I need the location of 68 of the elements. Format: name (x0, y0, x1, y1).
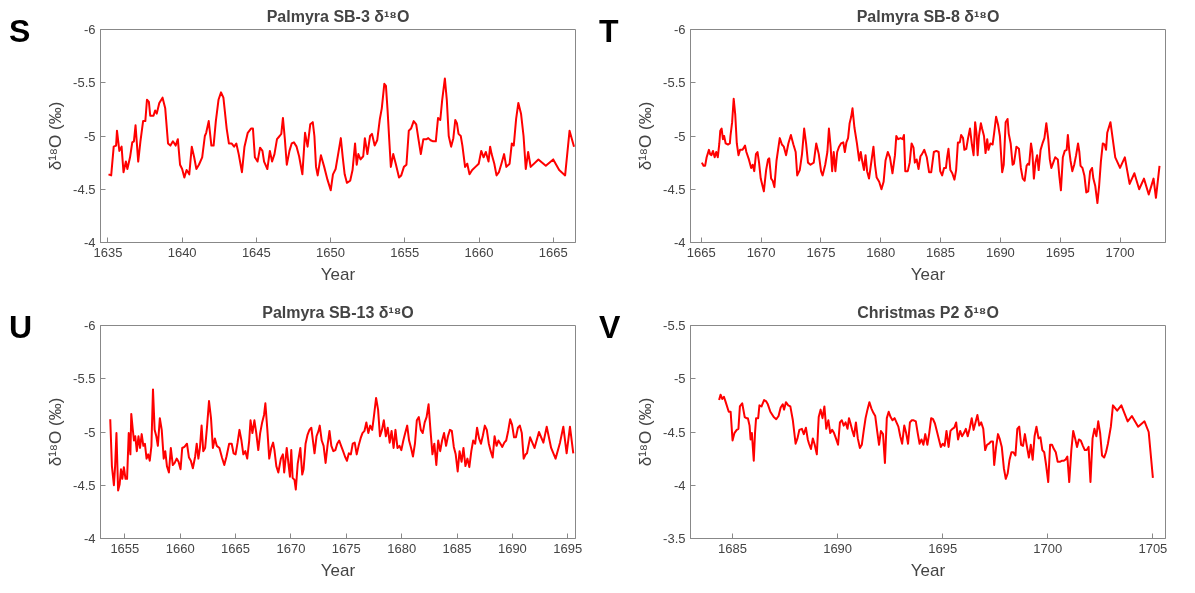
x-tick-label: 1685 (442, 540, 472, 556)
x-tick-label: 1690 (823, 540, 853, 556)
x-axis-title: Year (910, 264, 946, 284)
line-series (700, 97, 1161, 205)
x-tick-label: 1685 (718, 540, 747, 556)
y-tick-label: -5.5 (73, 371, 96, 387)
y-tick-label: -5 (83, 128, 96, 144)
x-tick-label: 1665 (686, 244, 716, 260)
x-axis-title: Year (320, 560, 356, 580)
chart-title: Palmyra SB-8 δ¹⁸O (856, 7, 1000, 25)
y-tick-label: -4.5 (73, 181, 96, 197)
y-axis-title: δ¹⁸O (‰) (46, 101, 66, 171)
x-tick-label: 1705 (1138, 540, 1168, 556)
y-tick-label: -5 (673, 128, 686, 144)
y-tick-label: -6 (83, 22, 96, 37)
x-tick-label: 1695 (553, 540, 583, 556)
x-tick-label: 1685 (926, 244, 956, 260)
y-tick-label: -4.5 (663, 181, 686, 197)
y-axis-title: δ¹⁸O (‰) (636, 397, 656, 467)
y-axis-title: δ¹⁸O (‰) (46, 397, 66, 467)
x-tick-label: 1700 (1033, 540, 1063, 556)
chart-title: Palmyra SB-3 δ¹⁸O (266, 7, 410, 25)
x-tick-label: 1680 (387, 540, 417, 556)
text: S (9, 12, 31, 51)
y-tick-label: -6 (673, 22, 686, 37)
y-tick-label: -4.5 (663, 424, 686, 440)
x-tick-label: 1650 (316, 244, 346, 260)
y-tick-label: -5.5 (663, 75, 686, 91)
y-tick-label: -5 (83, 424, 96, 440)
line-series (109, 388, 575, 492)
y-tick-label: -4 (673, 477, 686, 493)
y-tick-label: -5.5 (73, 75, 96, 91)
chart-title: Palmyra SB-13 δ¹⁸O (262, 303, 414, 321)
x-tick-label: 1690 (497, 540, 527, 556)
x-tick-label: 1675 (331, 540, 361, 556)
x-tick-label: 1645 (241, 244, 271, 260)
y-tick-label: -4 (83, 235, 96, 250)
x-tick-label: 1690 (985, 244, 1015, 260)
x-tick-label: 1660 (464, 244, 494, 260)
y-axis-title: δ¹⁸O (‰) (636, 101, 656, 171)
line-series (107, 77, 576, 192)
text: U (9, 308, 33, 347)
x-tick-label: 1640 (167, 244, 197, 260)
x-tick-label: 1675 (806, 244, 836, 260)
x-tick-label: 1665 (538, 244, 568, 260)
x-tick-label: 1660 (165, 540, 195, 556)
x-tick-label: 1700 (1105, 244, 1135, 260)
y-tick-label: -4 (83, 531, 96, 546)
text: V (599, 308, 621, 347)
x-tick-label: 1695 (928, 540, 958, 556)
y-tick-label: -5 (673, 371, 686, 387)
text: T (599, 12, 619, 51)
x-tick-label: 1655 (390, 244, 420, 260)
y-tick-label: -4 (673, 235, 686, 250)
x-axis-title: Year (910, 560, 946, 580)
chart-title: Christmas P2 δ¹⁸O (857, 303, 999, 321)
y-tick-label: -5.5 (663, 318, 686, 333)
y-tick-label: -6 (83, 318, 96, 333)
x-tick-label: 1695 (1045, 244, 1075, 260)
x-tick-label: 1680 (866, 244, 896, 260)
y-tick-label: -3.5 (663, 531, 686, 546)
x-tick-label: 1665 (221, 540, 251, 556)
x-tick-label: 1670 (276, 540, 306, 556)
y-tick-label: -4.5 (73, 477, 96, 493)
x-tick-label: 1670 (746, 244, 776, 260)
x-axis-title: Year (320, 264, 356, 284)
line-series (718, 393, 1154, 484)
x-tick-label: 1655 (110, 540, 140, 556)
